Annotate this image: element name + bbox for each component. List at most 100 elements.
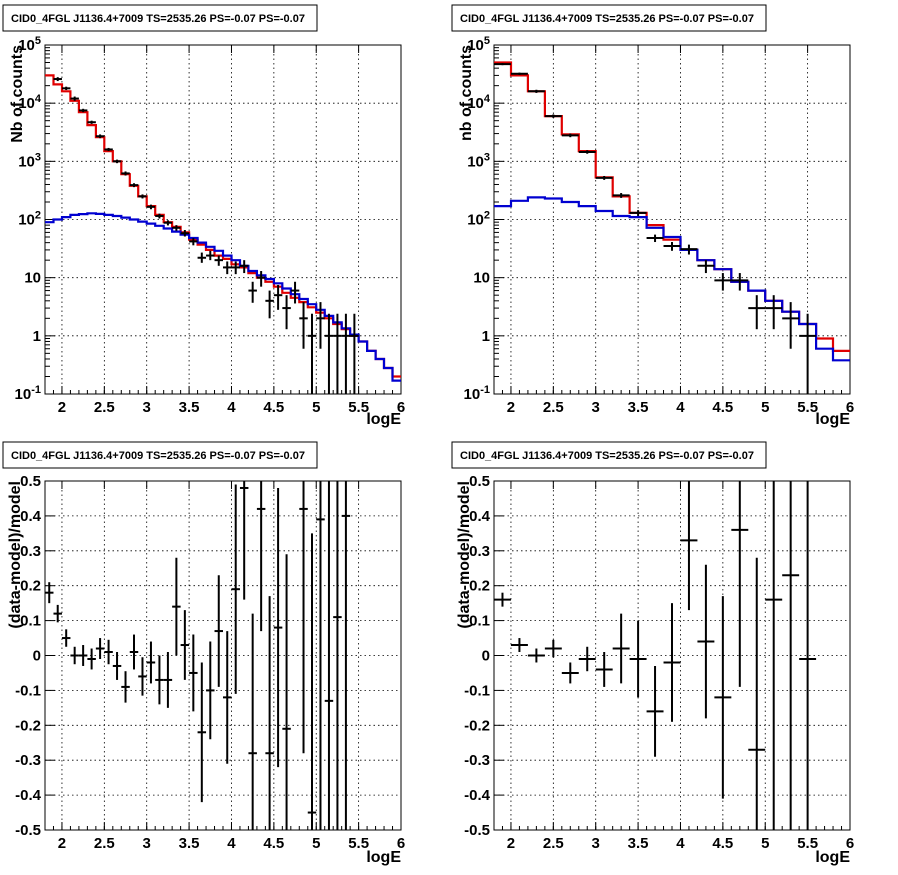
y-tick-label: 105	[467, 35, 490, 54]
residual-point	[324, 481, 334, 830]
data-point	[78, 108, 88, 113]
data-point	[714, 273, 732, 291]
y-tick-label: 1	[33, 328, 41, 345]
data-point	[53, 77, 62, 82]
residual-point	[231, 484, 240, 694]
residual-point	[104, 639, 113, 665]
x-tick-label: 2	[58, 399, 66, 416]
y-tick-label: 105	[18, 35, 41, 54]
y-tick-label: -0.2	[464, 717, 490, 734]
x-tick-label: 3	[143, 399, 151, 416]
residual-point	[680, 481, 698, 611]
residual-point	[561, 662, 579, 684]
panel-top-right: CID0_4FGL J1136.4+7009 TS=2535.26 PS=-0.…	[451, 4, 854, 428]
residual-point	[629, 620, 647, 698]
x-axis-title: logE	[366, 411, 401, 428]
y-tick-label: 1	[482, 328, 490, 345]
y-axis-title: (data-model)/model	[7, 481, 24, 629]
panel-bottom-right: CID0_4FGL J1136.4+7009 TS=2535.26 PS=-0.…	[451, 441, 854, 866]
data-point	[282, 295, 291, 330]
y-tick-label: -0.5	[15, 822, 41, 839]
y-tick-label: 0.4	[469, 508, 491, 525]
y-axis-title: Nb of counts	[9, 45, 26, 143]
data-point	[248, 281, 257, 303]
data-point	[561, 133, 579, 138]
data-point	[231, 261, 240, 275]
y-tick-label: 0.1	[469, 613, 490, 630]
data-point	[765, 295, 783, 330]
residual-point	[87, 648, 96, 670]
source-model-histogram	[494, 196, 850, 362]
y-tick-label: 0.3	[469, 543, 490, 560]
y-tick-label: 102	[18, 210, 41, 229]
data-point	[70, 96, 79, 101]
data-point	[290, 281, 300, 304]
x-tick-label: 4.5	[263, 399, 284, 416]
residual-point	[256, 481, 266, 632]
panel-top-left: CID0_4FGL J1136.4+7009 TS=2535.26 PS=-0.…	[2, 4, 406, 428]
y-tick-label: 0.3	[20, 543, 41, 560]
y-tick-label: -0.5	[464, 822, 490, 839]
data-point	[189, 238, 198, 246]
data-point	[782, 302, 800, 349]
residual-point	[714, 596, 732, 799]
plot-series	[494, 481, 817, 830]
x-tick-label: 6	[846, 835, 854, 852]
x-tick-label: 5	[761, 399, 769, 416]
residual-point	[61, 629, 71, 647]
axis-ticks: 2 2.5 3 3.5 4 4.5 5 5.5 6 10-1 1 10 102 103 104 105	[15, 35, 406, 416]
data-point	[612, 193, 630, 198]
residual-point	[180, 610, 190, 680]
x-tick-label: 3	[592, 399, 600, 416]
data-point	[341, 313, 351, 394]
data-point	[494, 63, 511, 66]
y-tick-label: 0	[33, 648, 41, 665]
data-point	[731, 273, 749, 291]
x-tick-label: 2.5	[94, 399, 115, 416]
x-tick-label: 4	[676, 835, 685, 852]
y-tick-label: 0.4	[20, 508, 42, 525]
panel-title: CID0_4FGL J1136.4+7009 TS=2535.26 PS=-0.…	[460, 450, 754, 462]
y-tick-label: -0.2	[15, 717, 41, 734]
residual-point	[121, 671, 130, 703]
data-point	[129, 183, 139, 188]
residual-point	[155, 655, 164, 705]
residual-point	[45, 582, 54, 604]
x-tick-label: 4	[227, 399, 236, 416]
data-point	[138, 194, 147, 199]
y-tick-label: 0.5	[469, 473, 490, 490]
data-point	[239, 260, 249, 274]
residual-point	[265, 596, 274, 830]
plot-series	[494, 61, 850, 394]
y-tick-label: -0.4	[15, 787, 42, 804]
data-point	[663, 242, 681, 251]
data-point	[104, 147, 113, 152]
x-tick-label: 5.5	[797, 835, 818, 852]
residual-point	[163, 652, 173, 708]
panel-bottom-left: CID0_4FGL J1136.4+7009 TS=2535.26 PS=-0.…	[2, 441, 405, 866]
data-point	[172, 225, 181, 231]
data-point	[256, 271, 266, 287]
y-tick-label: 10	[473, 270, 490, 287]
residual-point	[697, 564, 715, 719]
y-tick-label: -0.3	[15, 752, 41, 769]
data-point	[578, 150, 596, 154]
y-tick-label: 0	[482, 648, 490, 665]
residual-point	[53, 604, 62, 623]
plot-series	[45, 74, 401, 394]
residual-point	[646, 665, 664, 757]
x-tick-label: 3.5	[179, 835, 200, 852]
x-axis-title: logE	[815, 849, 850, 866]
panel-title: CID0_4FGL J1136.4+7009 TS=2535.26 PS=-0.…	[460, 13, 754, 25]
data-point	[206, 250, 215, 261]
x-tick-label: 4.5	[263, 835, 284, 852]
data-point	[595, 175, 613, 180]
residual-point	[112, 652, 122, 680]
residual-point	[138, 657, 147, 696]
residual-point	[782, 481, 800, 830]
data-point	[324, 313, 334, 394]
x-tick-label: 5	[312, 835, 320, 852]
residual-point	[748, 557, 766, 830]
data-point	[155, 213, 164, 219]
